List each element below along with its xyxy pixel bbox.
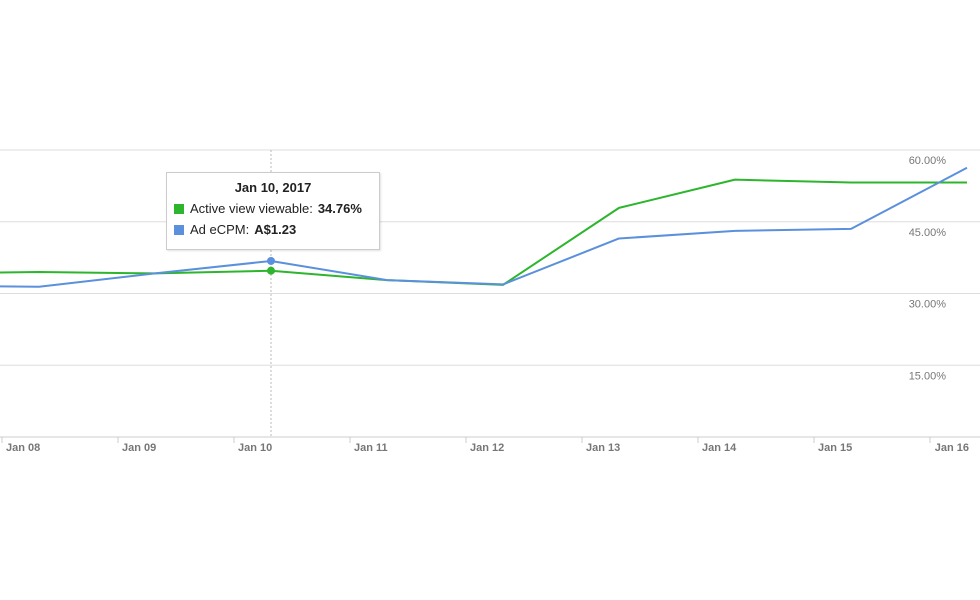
x-tick-label: Jan 15 (818, 442, 852, 454)
tooltip-label: Ad eCPM: (190, 222, 250, 237)
gridlines (0, 149, 980, 366)
series-lines (0, 166, 968, 288)
x-tick-label: Jan 14 (702, 442, 737, 454)
y-tick-label: 60.00% (909, 155, 947, 167)
y-tick-label: 30.00% (909, 299, 947, 311)
tooltip-row-active-view: Active view viewable: 34.76% (167, 198, 379, 219)
tooltip-label: Active view viewable: (190, 201, 313, 216)
chart-tooltip: Jan 10, 2017 Active view viewable: 34.76… (166, 172, 380, 250)
x-tick-label: Jan 10 (238, 442, 272, 454)
series-line-active-view (0, 178, 967, 286)
x-tick-label: Jan 09 (122, 442, 156, 454)
x-tick-label: Jan 12 (470, 442, 504, 454)
tooltip-title: Jan 10, 2017 (234, 180, 312, 195)
axes (0, 150, 980, 443)
x-tick-label: Jan 11 (354, 442, 388, 454)
tooltip-row-ad-ecpm: Ad eCPM: A$1.23 (167, 219, 379, 240)
y-tick-label: 45.00% (909, 227, 947, 239)
x-tick-label: Jan 16 (935, 442, 969, 454)
tick-labels: Jan 08 Jan 09 Jan 10 Jan 11 Jan 12 Jan 13 Jan … (6, 155, 969, 454)
tooltip-value: A$1.23 (254, 222, 297, 237)
x-tick-label: Jan 13 (586, 442, 620, 454)
tooltip-value: 34.76% (317, 201, 362, 216)
legend-swatch-green (174, 203, 184, 214)
highlight-point-ad-ecpm (267, 256, 275, 265)
legend-swatch-blue (174, 224, 184, 235)
x-tick-label: Jan 08 (6, 442, 40, 454)
series-line-ad-ecpm (0, 166, 968, 288)
y-tick-label: 15.00% (909, 370, 947, 382)
highlight-point-active-view (267, 266, 275, 275)
